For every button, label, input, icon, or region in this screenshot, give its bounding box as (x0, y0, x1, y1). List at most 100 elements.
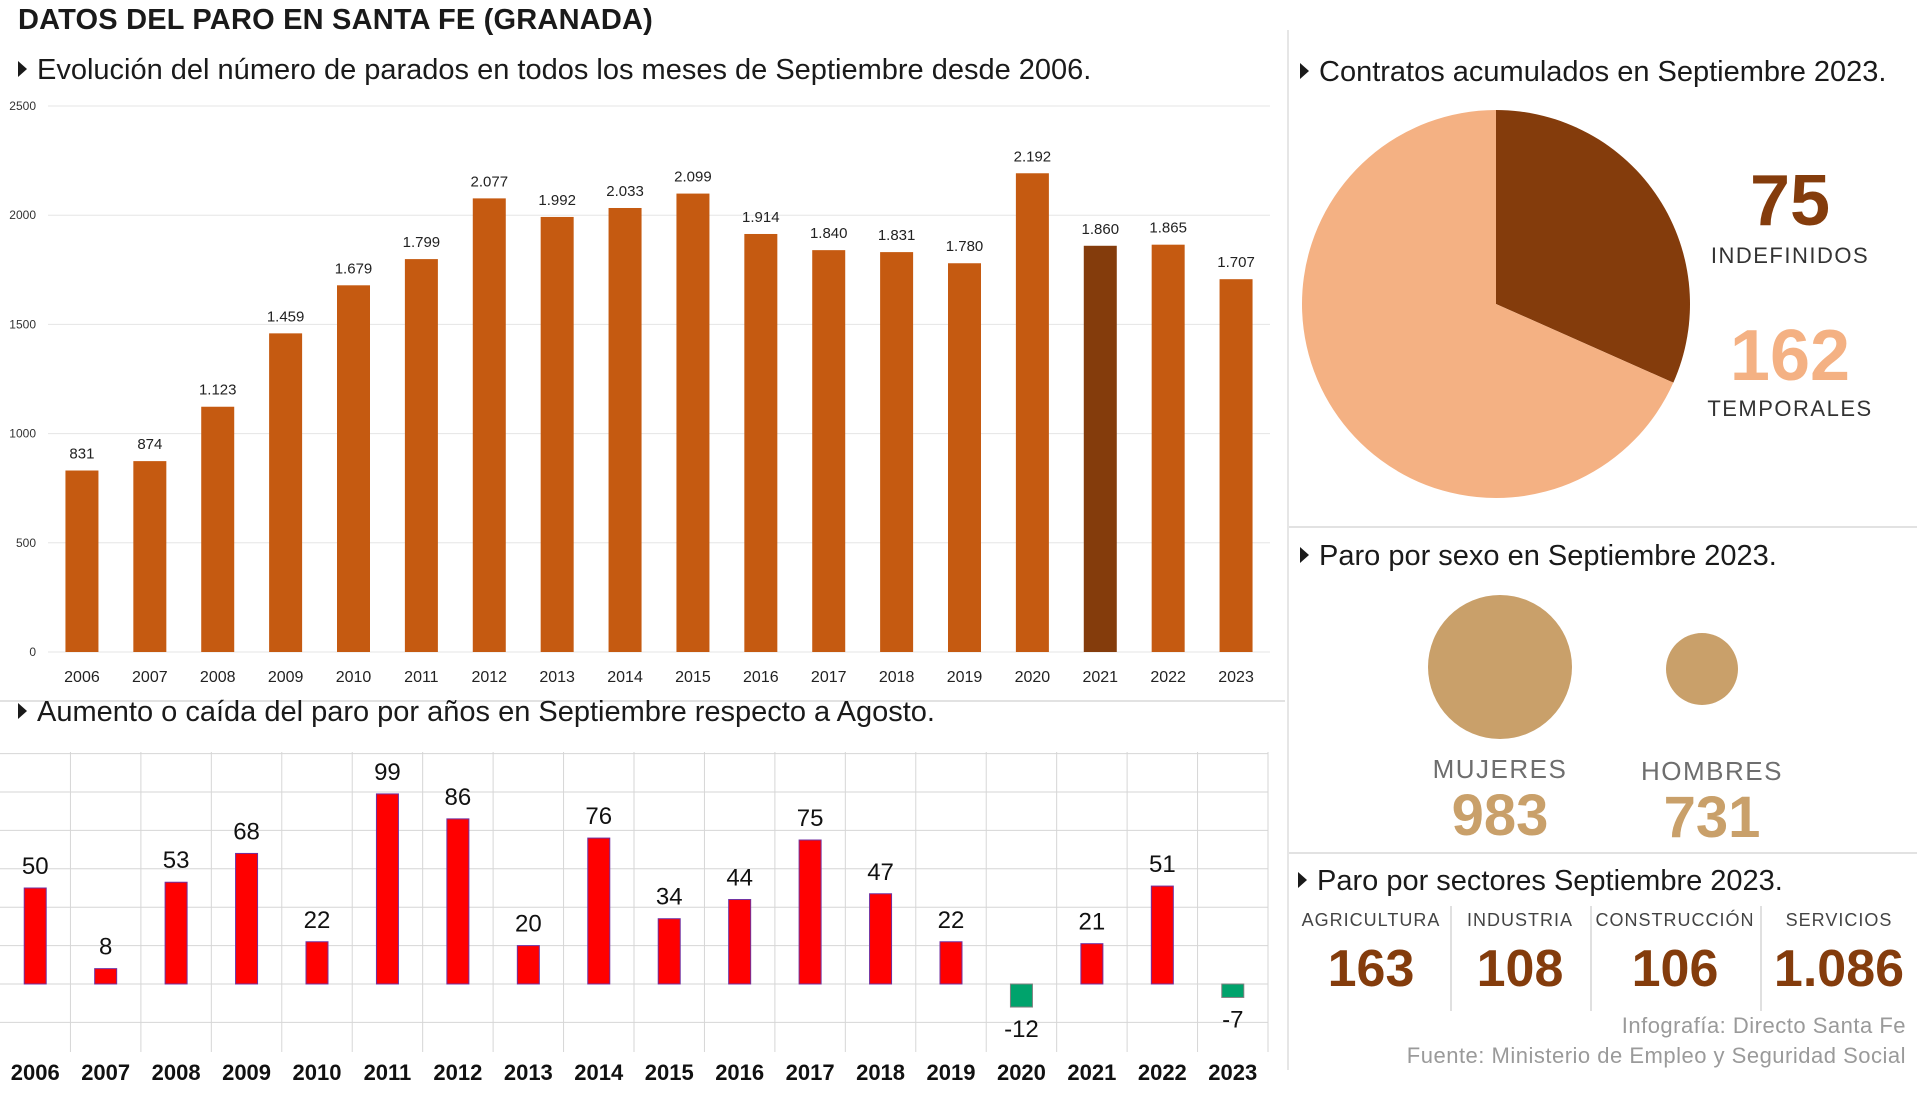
data-label-2015: 2.099 (674, 169, 712, 186)
bar-2016 (744, 233, 778, 652)
x-tick-label-2017: 2017 (811, 669, 847, 686)
data-label-2022: 51 (1149, 851, 1176, 878)
data-label-2021: 21 (1079, 909, 1106, 936)
y-tick-label: 2000 (9, 208, 36, 222)
data-label-2009: 68 (233, 818, 260, 845)
bar-2012 (446, 818, 470, 985)
bar-2013 (540, 216, 574, 652)
x-tick-label-2013: 2013 (539, 669, 575, 686)
bar-2011 (404, 259, 438, 652)
data-label-2010: 22 (304, 907, 331, 934)
credit-text: Infografía: Directo Santa Fe (1621, 1013, 1906, 1038)
horizontal-divider-left (0, 700, 1285, 702)
x-tick-label-2006: 2006 (64, 669, 100, 686)
x-tick-label-2013: 2013 (504, 1060, 553, 1085)
bar-2018 (880, 252, 914, 652)
hombres-label: HOMBRES (1641, 756, 1783, 786)
bar-2020 (1009, 983, 1033, 1008)
bar-2023 (1219, 279, 1253, 652)
data-label-2012: 86 (445, 784, 472, 811)
data-label-2009: 1.459 (267, 308, 305, 325)
mujeres-label: MUJERES (1432, 754, 1568, 784)
bar-2008 (201, 406, 235, 652)
section-heading-text: Contratos acumulados en Septiembre 2023. (1319, 56, 1887, 88)
vertical-divider (1287, 30, 1289, 1070)
data-label-2019: 22 (938, 907, 965, 934)
sectors-panel: AGRICULTURA 163 INDUSTRIA 108 CONSTRUCCIÓN 10… (1292, 906, 1918, 1011)
mujeres-bubble (1428, 595, 1572, 739)
bar-2023 (1221, 983, 1245, 998)
y-tick-label: 500 (16, 536, 36, 550)
bar-2022 (1150, 885, 1174, 985)
horizontal-divider-right-top (1289, 526, 1917, 528)
mujeres-value: 983 (1451, 783, 1549, 848)
indefinidos-value: 75 (1749, 161, 1831, 241)
triangle-bullet-icon (18, 703, 27, 720)
data-label-2008: 1.123 (199, 382, 237, 399)
sector-value: 1.086 (1773, 940, 1905, 998)
data-label-2020: 2.192 (1014, 148, 1052, 165)
x-tick-label-2012: 2012 (433, 1060, 482, 1085)
x-tick-label-2012: 2012 (471, 669, 507, 686)
sector-value: 163 (1327, 940, 1415, 998)
triangle-bullet-icon (18, 61, 27, 78)
x-tick-label-2007: 2007 (81, 1060, 130, 1085)
x-tick-label-2016: 2016 (743, 669, 779, 686)
section-heading-text: Aumento o caída del paro por años en Sep… (37, 696, 935, 728)
bar-2014 (587, 837, 611, 985)
x-tick-label-2008: 2008 (152, 1060, 201, 1085)
page-title: DATOS DEL PARO EN SANTA FE (GRANADA) (18, 4, 654, 36)
x-tick-label-2016: 2016 (715, 1060, 764, 1085)
x-tick-label-2011: 2011 (404, 669, 439, 686)
bar-2015 (676, 193, 710, 652)
sex-bubble-chart (1428, 595, 1738, 739)
x-tick-label-2023: 2023 (1218, 669, 1254, 686)
bar-2006 (23, 887, 47, 985)
data-label-2022: 1.865 (1149, 220, 1187, 237)
x-tick-label-2014: 2014 (574, 1060, 624, 1085)
y-tick-label: 1000 (9, 427, 36, 441)
data-label-2011: 1.799 (403, 234, 441, 251)
data-label-2017: 1.840 (810, 225, 848, 242)
x-tick-label-2010: 2010 (293, 1060, 342, 1085)
bar-2012 (472, 198, 506, 652)
bar-2010 (337, 285, 370, 652)
sector-value: 106 (1631, 940, 1719, 998)
bar-2020 (1015, 173, 1049, 652)
x-tick-label-2021: 2021 (1067, 1060, 1116, 1085)
section-heading-text: Evolución del número de parados en todos… (37, 54, 1092, 86)
y-tick-label: 0 (29, 645, 36, 659)
x-tick-label-2017: 2017 (786, 1060, 835, 1085)
data-label-2008: 53 (163, 847, 190, 874)
data-label-2015: 34 (656, 884, 683, 911)
sector-agricultura: AGRICULTURA 163 (1292, 906, 1452, 1011)
triangle-bullet-icon (1298, 872, 1307, 889)
x-tick-label-2023: 2023 (1208, 1060, 1257, 1085)
sector-value: 108 (1476, 940, 1564, 998)
section-heading-text: Paro por sexo en Septiembre 2023. (1319, 540, 1777, 572)
sector-label: INDUSTRIA (1466, 910, 1573, 930)
bar-2019 (939, 941, 963, 985)
sector-servicios: SERVICIOS 1.086 (1760, 906, 1918, 1011)
x-tick-label-2020: 2020 (997, 1060, 1046, 1085)
bar-2017 (812, 250, 846, 653)
bar-2008 (164, 881, 188, 985)
data-label-2013: 1.992 (538, 192, 576, 209)
data-label-2013: 20 (515, 911, 542, 938)
x-tick-label-2006: 2006 (11, 1060, 60, 1085)
bar-2016 (728, 899, 752, 985)
x-tick-label-2020: 2020 (1015, 669, 1051, 686)
bar-2015 (657, 918, 681, 985)
data-label-2014: 2.033 (606, 183, 644, 200)
data-label-2023: 1.707 (1217, 254, 1255, 271)
data-label-2016: 1.914 (742, 209, 780, 226)
bar-2007 (133, 461, 167, 652)
data-label-2012: 2.077 (471, 173, 509, 190)
x-tick-label-2009: 2009 (268, 669, 304, 686)
x-tick-label-2010: 2010 (336, 669, 372, 686)
x-tick-label-2022: 2022 (1138, 1060, 1187, 1085)
bar-2007 (94, 968, 118, 985)
data-label-2020: -12 (1004, 1016, 1039, 1043)
bar-2018 (869, 893, 893, 985)
section-heading-text: Paro por sectores Septiembre 2023. (1317, 865, 1783, 897)
